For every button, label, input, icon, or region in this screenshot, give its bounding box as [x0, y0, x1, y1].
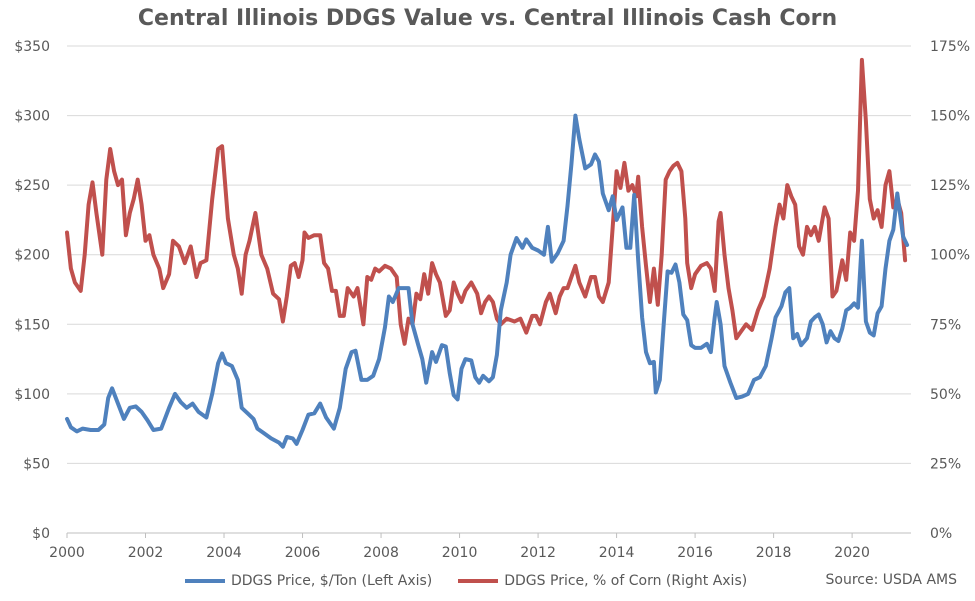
- x-axis-tick-label: 2006: [285, 545, 321, 561]
- left-axis-tick-label: $100: [14, 387, 50, 403]
- x-axis-tick-label: 2002: [128, 545, 164, 561]
- left-axis-ticks: $0 $50 $100 $150 $200 $250 $300 $350: [14, 39, 50, 542]
- left-axis-tick-label: $50: [23, 456, 50, 472]
- left-axis-tick-label: $0: [32, 526, 50, 542]
- left-axis-tick-label: $250: [14, 178, 50, 194]
- x-axis-tick-label: 2020: [834, 545, 870, 561]
- x-axis-tick-label: 2012: [520, 545, 556, 561]
- right-axis-tick-label: 0%: [930, 526, 952, 542]
- left-axis-tick-label: $300: [14, 109, 50, 125]
- legend-swatch-ddgs-pct-corn: [458, 579, 499, 583]
- x-axis-tick-label: 2016: [677, 545, 713, 561]
- legend-label-ddgs-price: DDGS Price, $/Ton (Left Axis): [231, 573, 433, 589]
- right-axis-tick-label: 100%: [930, 248, 970, 264]
- right-axis-tick-label: 175%: [930, 39, 970, 55]
- right-axis-tick-label: 150%: [930, 109, 970, 125]
- gridlines: [67, 45, 911, 534]
- right-axis-tick-label: 25%: [930, 456, 961, 472]
- legend-item-ddgs-pct-corn: DDGS Price, % of Corn (Right Axis): [458, 573, 747, 589]
- left-axis-tick-label: $200: [14, 248, 50, 264]
- legend-label-ddgs-pct-corn: DDGS Price, % of Corn (Right Axis): [504, 573, 748, 589]
- right-axis-tick-label: 125%: [930, 178, 970, 194]
- x-axis-tick-label: 2014: [599, 545, 635, 561]
- legend: DDGS Price, $/Ton (Left Axis) DDGS Price…: [185, 570, 773, 592]
- right-axis-ticks: 0% 25% 50% 75% 100% 125% 150% 175%: [930, 39, 970, 542]
- x-axis-tick-label: 2018: [756, 545, 792, 561]
- left-axis-tick-label: $350: [14, 39, 50, 55]
- chart-title: Central Illinois DDGS Value vs. Central …: [137, 6, 838, 31]
- right-axis-tick-label: 50%: [930, 387, 961, 403]
- legend-swatch-ddgs-price: [185, 579, 225, 583]
- series-lines: [65, 57, 910, 449]
- left-axis-tick-label: $150: [14, 317, 50, 333]
- series-line-ddgs-pct-corn: [65, 57, 908, 346]
- right-axis-tick-label: 75%: [930, 317, 961, 333]
- source-note: Source: USDA AMS: [825, 572, 958, 588]
- x-axis-tick-label: 2004: [206, 545, 242, 561]
- x-axis-tick-label: 2000: [49, 545, 85, 561]
- x-axis-ticks: 2000 2002 2004 2006 2008 2010 2012 2014 2016 2018…: [49, 533, 870, 561]
- x-axis-tick-label: 2008: [363, 545, 399, 561]
- x-axis-tick-label: 2010: [442, 545, 478, 561]
- series-line-ddgs-price: [65, 113, 910, 449]
- legend-item-ddgs-price: DDGS Price, $/Ton (Left Axis): [185, 573, 432, 589]
